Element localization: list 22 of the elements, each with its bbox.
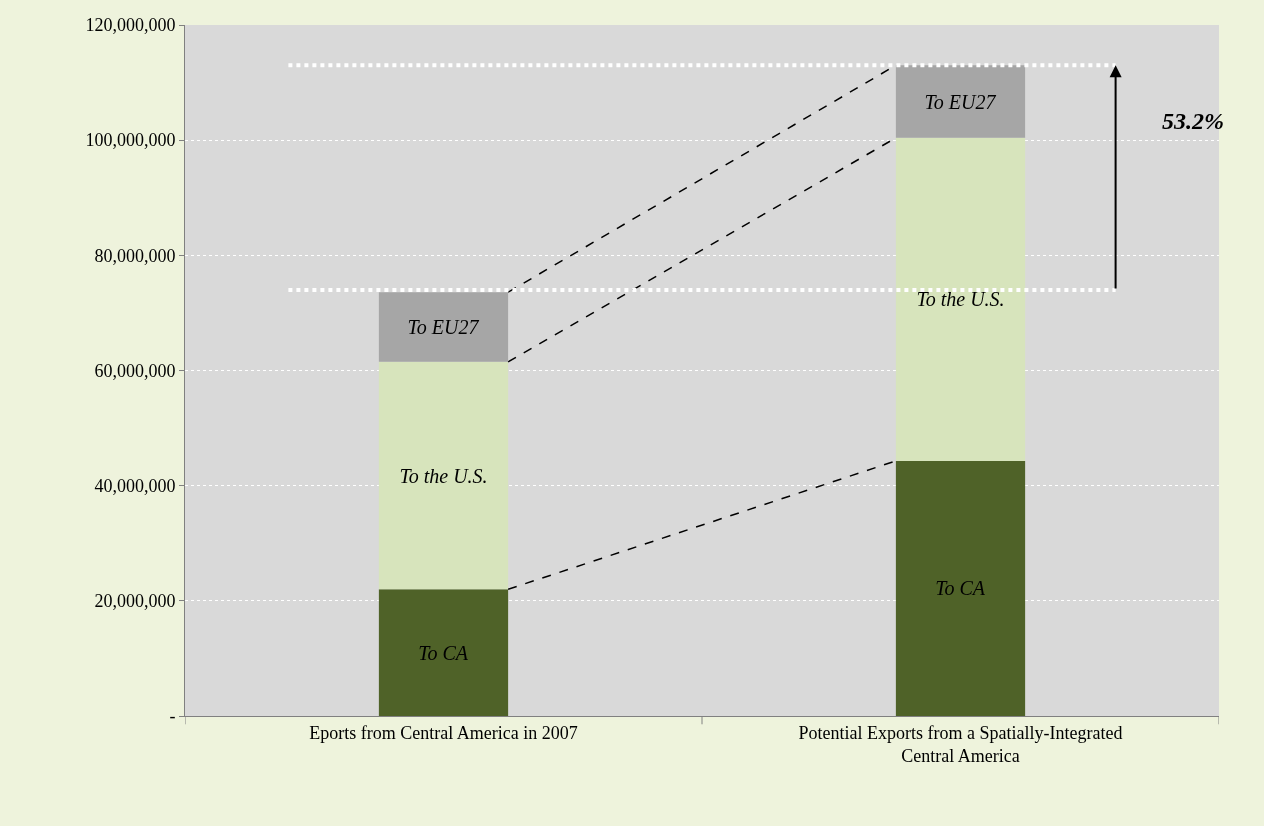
bar <box>895 65 1026 138</box>
x-tick-label: Potential Exports from a Spatially-Integrated Central America <box>798 722 1123 766</box>
y-tick-label: 120,000,000 <box>85 15 176 36</box>
text: To EU27 <box>924 90 996 113</box>
bar <box>895 460 1026 716</box>
bar <box>895 137 1026 461</box>
series-label: To the U.S. <box>916 288 1005 311</box>
y-tick-label: 20,000,000 <box>94 591 176 612</box>
bar <box>378 589 509 716</box>
x-tick-label: Eports from Central America in 2007 <box>309 722 578 743</box>
bar <box>378 361 509 590</box>
y-tick-label: 80,000,000 <box>94 245 176 266</box>
y-tick-label: 40,000,000 <box>94 475 176 496</box>
series-label: To CA <box>418 641 469 664</box>
bar <box>378 292 509 362</box>
text: To CA <box>935 577 986 600</box>
series-label: To EU27 <box>407 316 480 339</box>
text: To the U.S. <box>399 464 488 487</box>
y-tick-label: 60,000,000 <box>94 360 176 381</box>
y-tick-label: - <box>169 706 176 727</box>
annotation: 53.2% <box>1162 108 1224 134</box>
y-tick-label: 100,000,000 <box>85 130 176 151</box>
